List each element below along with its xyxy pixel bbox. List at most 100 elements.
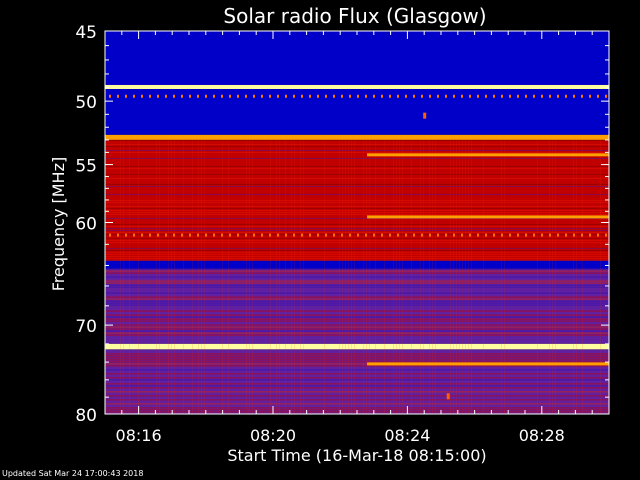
interference-dot <box>325 94 327 98</box>
spectrum-striation <box>105 213 609 215</box>
interference-dot <box>325 233 327 237</box>
interference-dot <box>381 94 383 98</box>
interference-dot <box>349 94 351 98</box>
y-axis-label: Frequency [MHz] <box>49 157 68 291</box>
spectrum-streak <box>363 139 364 415</box>
interference-dot <box>461 94 463 98</box>
interference-dot <box>301 94 303 98</box>
spectrum-striation <box>105 361 609 363</box>
spectrum-striation <box>105 320 609 322</box>
interference-dot <box>125 94 127 98</box>
spectrum-streak <box>462 139 463 415</box>
interference-dot <box>157 233 159 237</box>
spectrum-striation <box>105 284 609 286</box>
spectrum-striation <box>105 209 609 211</box>
interference-dot <box>493 94 495 98</box>
interference-dot <box>541 233 543 237</box>
interference-dot <box>573 94 575 98</box>
spectrum-streak <box>576 139 577 415</box>
interference-dot <box>517 233 519 237</box>
spectrum-striation <box>105 217 609 219</box>
interference-dot <box>277 94 279 98</box>
interference-dot <box>189 94 191 98</box>
interference-dot <box>421 233 423 237</box>
spectrum-band <box>105 134 609 140</box>
spectrum-streak <box>249 139 250 415</box>
spectrum-emission-line <box>367 153 609 157</box>
spectrum-streak <box>300 139 301 415</box>
interference-dot <box>605 94 607 98</box>
spectrum-streak <box>468 139 469 415</box>
spectrum-striation <box>105 403 609 405</box>
spectrum-streak <box>435 139 436 415</box>
spectrum-striation <box>105 357 609 359</box>
interference-dot <box>557 94 559 98</box>
interference-dot <box>413 233 415 237</box>
x-tick-label: 08:24 <box>384 426 430 445</box>
interference-dot <box>533 94 535 98</box>
spectrum-striation <box>105 185 609 187</box>
interference-dot <box>205 233 207 237</box>
y-tick-label: 80 <box>75 406 97 426</box>
interference-dot <box>165 94 167 98</box>
interference-dot <box>445 94 447 98</box>
interference-dot <box>253 94 255 98</box>
x-tick-label: 08:20 <box>250 426 296 445</box>
interference-dot <box>309 233 311 237</box>
spectrum-striation <box>105 355 609 357</box>
spectrum-streak <box>582 139 583 415</box>
plot-area <box>105 31 609 415</box>
spectrum-striation <box>105 167 609 169</box>
spectrum-streak <box>138 139 139 415</box>
chart-title: Solar radio Flux (Glasgow) <box>223 4 486 28</box>
spectrum-streak <box>345 139 346 415</box>
interference-dot <box>549 94 551 98</box>
spectrum-striation <box>105 207 609 209</box>
interference-dot <box>397 94 399 98</box>
spectrum-streak <box>291 139 292 415</box>
spectrum-striation <box>105 223 609 225</box>
spectrum-striation <box>105 407 609 409</box>
spectrum-striation <box>105 334 609 336</box>
spectrum-striation <box>105 363 609 365</box>
interference-dot <box>293 94 295 98</box>
interference-dot <box>365 94 367 98</box>
spectrum-streak <box>120 139 121 415</box>
interference-dot <box>597 233 599 237</box>
spectrum-streak <box>279 139 280 415</box>
interference-dot <box>141 233 143 237</box>
spectrum-striation <box>105 383 609 385</box>
spectrum-streak <box>537 139 538 415</box>
spectrum-band <box>105 84 609 90</box>
interference-dot <box>389 233 391 237</box>
spectrum-streak <box>450 139 451 415</box>
interference-dot <box>421 94 423 98</box>
interference-dot <box>221 233 223 237</box>
interference-dot <box>245 94 247 98</box>
spectrum-streak <box>339 139 340 415</box>
spectrum-streak <box>483 139 484 415</box>
interference-dot <box>565 233 567 237</box>
spectrum-streak <box>600 139 601 415</box>
interference-dot <box>133 233 135 237</box>
spectrum-striation <box>105 326 609 328</box>
spectrum-striation <box>105 193 609 195</box>
spectrum-streak <box>459 139 460 415</box>
interference-dot <box>493 233 495 237</box>
spectrum-striation <box>105 310 609 312</box>
interference-dot <box>557 233 559 237</box>
spectrum-striation <box>105 391 609 393</box>
spectrum-striation <box>105 239 609 241</box>
interference-dot <box>189 233 191 237</box>
spectrum-striation <box>105 314 609 316</box>
interference-dot <box>229 94 231 98</box>
y-tick-label: 60 <box>75 215 97 235</box>
spectrum-streak <box>552 139 553 415</box>
interference-dot <box>357 94 359 98</box>
spectrum-striation <box>105 231 609 233</box>
interference-dot <box>269 233 271 237</box>
x-tick-label: 08:28 <box>519 426 565 445</box>
interference-dot <box>517 94 519 98</box>
interference-dot <box>501 94 503 98</box>
